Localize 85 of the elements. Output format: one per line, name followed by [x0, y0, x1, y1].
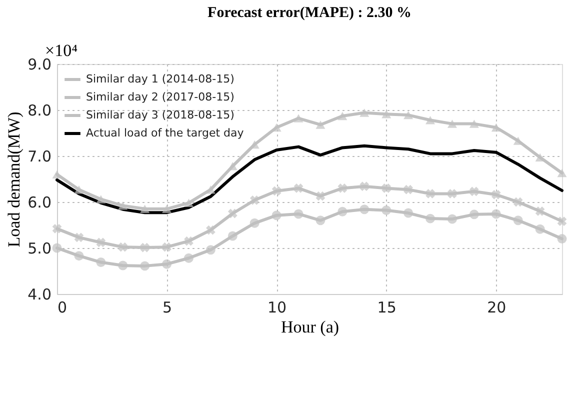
point: [162, 259, 172, 269]
point: [74, 232, 84, 242]
point: [74, 185, 84, 194]
legend-label: Similar day 2 (2017-08-15): [86, 90, 234, 104]
point: [447, 120, 457, 128]
point: [294, 209, 304, 219]
point: [250, 218, 260, 228]
point: [491, 190, 501, 200]
point: [447, 214, 457, 224]
legend-label: Similar day 3 (2018-08-15): [86, 108, 234, 122]
y-tick-label: 5.0: [28, 240, 52, 258]
point: [52, 243, 62, 253]
x-tick-label: 15: [377, 298, 396, 316]
x-axis-title: Hour (a): [280, 318, 340, 336]
point: [557, 168, 567, 178]
point: [513, 197, 523, 207]
point: [316, 216, 326, 226]
point: [448, 189, 457, 198]
point: [382, 184, 392, 193]
point: [316, 191, 326, 201]
point: [96, 238, 106, 248]
point: [426, 214, 436, 224]
point: [491, 209, 501, 219]
point: [184, 236, 194, 246]
point: [206, 185, 216, 194]
point: [294, 114, 304, 122]
point: [228, 231, 238, 241]
point: [52, 224, 62, 234]
point: [140, 242, 150, 252]
point: [338, 206, 348, 216]
line-series: [56, 144, 564, 214]
point: [535, 224, 545, 234]
x-tick-label: 10: [268, 298, 287, 316]
point: [184, 253, 194, 263]
point: [118, 202, 128, 210]
point: [206, 245, 216, 255]
x-tick-label: 20: [487, 298, 506, 316]
point: [382, 110, 392, 118]
point: [469, 186, 479, 196]
point: [426, 189, 435, 198]
point: [162, 204, 172, 214]
x-tick-label: 5: [162, 298, 172, 316]
y-tick-label: 4.0: [28, 286, 52, 304]
x-tick-label: 0: [58, 298, 68, 316]
point: [557, 216, 567, 226]
point: [513, 216, 523, 226]
point: [272, 186, 282, 196]
y-tick-label: 8.0: [28, 102, 52, 120]
legend-label: Similar day 1 (2014-08-15): [86, 72, 234, 86]
point: [162, 242, 172, 252]
y-tick-label: 9.0: [28, 56, 52, 74]
point: [316, 120, 326, 129]
point: [250, 195, 260, 205]
point: [118, 242, 128, 252]
chart-title: Forecast error(MAPE) : 2.30 %: [208, 5, 412, 21]
y-axis-title: Load demand(MW): [4, 112, 24, 248]
point: [360, 108, 370, 117]
point: [404, 184, 413, 194]
point: [535, 206, 545, 216]
point: [96, 258, 106, 267]
point: [272, 210, 282, 220]
point: [404, 208, 414, 218]
point: [557, 234, 567, 244]
point: [140, 204, 150, 214]
point: [360, 204, 370, 214]
point: [491, 123, 501, 132]
point: [382, 206, 392, 216]
point: [74, 251, 84, 261]
point: [338, 184, 348, 193]
point: [184, 198, 194, 208]
point: [140, 261, 150, 271]
point: [469, 210, 479, 220]
point: [426, 116, 436, 124]
point: [404, 110, 414, 120]
point: [206, 225, 216, 235]
point: [469, 120, 479, 128]
y-tick-label: 6.0: [28, 194, 52, 212]
point: [338, 112, 348, 120]
point: [228, 208, 238, 218]
y-tick-label: 7.0: [28, 148, 52, 166]
point: [360, 182, 370, 192]
point: [118, 260, 128, 270]
legend-label: Actual load of the target day: [86, 126, 244, 140]
point: [294, 184, 304, 193]
point: [96, 195, 106, 204]
